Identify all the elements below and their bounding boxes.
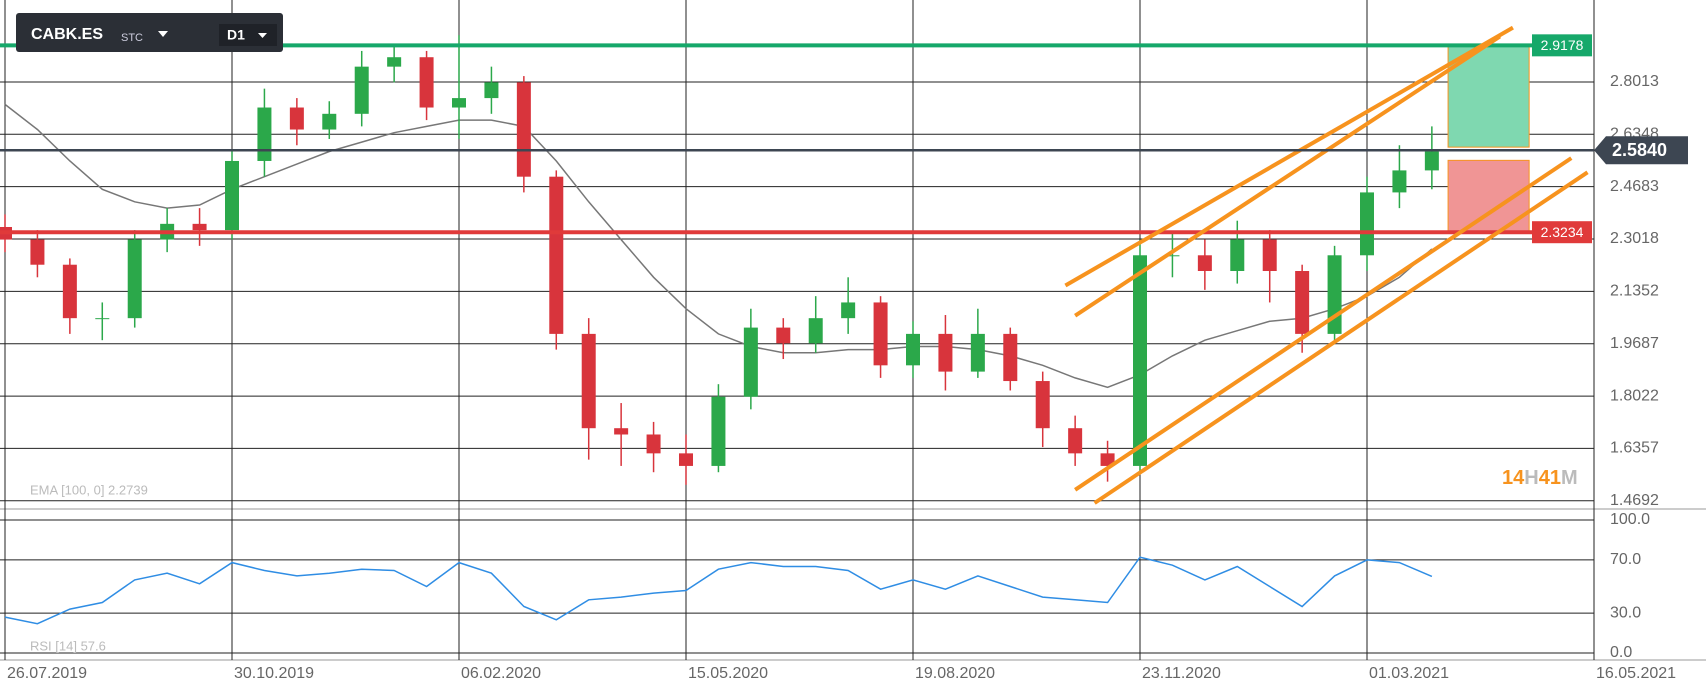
trend-line (1093, 170, 1589, 505)
trend-line (1074, 156, 1573, 492)
ema-line (4, 103, 1433, 389)
dropdown-arrow[interactable] (258, 33, 267, 38)
level-tag (1532, 221, 1592, 244)
y-tick-label: 1.9687 (1610, 335, 1659, 352)
candle-body (1295, 271, 1310, 334)
ema-label: EMA [100, 0] 2.2739 (30, 482, 148, 497)
candle-body (1262, 239, 1277, 272)
candle-body (1165, 255, 1180, 257)
y2-tick-label: 0.0 (1610, 644, 1632, 661)
candle-body (808, 318, 823, 344)
candle-body (711, 396, 726, 466)
trend-line (1074, 34, 1502, 318)
y-tick-label: 2.8013 (1610, 73, 1659, 90)
chart-layers: 1.4692 1.6357 1.8022 1.9687 2.1352 2.3018 2.46… (0, 0, 1706, 682)
x-tick-label: 26.07.2019 (7, 665, 87, 682)
y-tick-label: 2.1352 (1610, 283, 1659, 300)
timer-part: H (1524, 467, 1538, 489)
candle-body (1003, 333, 1018, 382)
timer: 14H41M (1502, 467, 1578, 489)
candle-body (1327, 255, 1342, 334)
timeframe: D1 (227, 27, 245, 43)
trend-line (1064, 25, 1514, 288)
symbol: CABK.ES (31, 26, 103, 43)
candle-body (516, 82, 531, 177)
current-price-label: 2.5840 (1612, 140, 1667, 160)
candle-body (387, 57, 402, 67)
candle-body (1360, 192, 1374, 256)
candle-body (646, 434, 661, 454)
level-label: 2.3234 (1541, 224, 1584, 240)
candle-body (1197, 255, 1212, 272)
x-tick-label: 16.05.2021 (1596, 665, 1676, 682)
market: STC (121, 32, 143, 44)
candle-body (906, 333, 920, 366)
candle-body (192, 223, 207, 231)
candle-body (679, 453, 693, 466)
y2-tick-label: 30.0 (1610, 604, 1641, 621)
y-tick-label: 1.8022 (1610, 387, 1659, 404)
candle-body (1392, 170, 1407, 193)
current-price-tag (1594, 136, 1688, 165)
candle-body (127, 239, 142, 319)
candle-body (841, 302, 856, 319)
candle-body (1133, 255, 1147, 466)
dropdown-arrow[interactable] (158, 31, 168, 37)
candle-body (743, 327, 758, 397)
x-tick-label: 06.02.2020 (461, 665, 541, 682)
candle-body (1100, 453, 1115, 466)
y2-tick-label: 70.0 (1610, 551, 1641, 568)
y-tick-label: 1.4692 (1610, 492, 1659, 509)
symbol-box (16, 13, 283, 52)
x-tick-label: 23.11.2020 (1142, 665, 1221, 682)
candle-body (257, 107, 272, 161)
y-tick-label: 2.4683 (1610, 178, 1659, 195)
candle-body (1068, 428, 1083, 454)
candle-body (419, 57, 434, 108)
y-tick-label: 1.6357 (1610, 440, 1659, 457)
candle-body (776, 327, 791, 344)
level-tag (1532, 34, 1592, 57)
candle-body (30, 239, 45, 265)
timer-part: 41 (1539, 467, 1561, 489)
candle-body (322, 113, 337, 130)
candle-body (614, 428, 629, 435)
candle-body (581, 333, 596, 429)
candle-body (354, 66, 369, 114)
candle-body (484, 82, 499, 99)
x-tick-label: 30.10.2019 (234, 665, 314, 682)
candle-body (1035, 381, 1050, 429)
candle-body (1424, 151, 1439, 171)
y2-tick-label: 100.0 (1610, 511, 1650, 528)
candle-body (452, 98, 466, 108)
rsi-label: RSI [14] 57.6 (30, 638, 106, 653)
x-tick-label: 19.08.2020 (915, 665, 995, 682)
candle-body (938, 333, 953, 372)
candle-body (289, 107, 304, 130)
x-tick-label: 01.03.2021 (1369, 665, 1449, 682)
candle-body (62, 264, 77, 319)
x-tick-label: 15.05.2020 (688, 665, 768, 682)
timeframe-box[interactable] (219, 24, 277, 46)
timer-part: M (1561, 467, 1578, 489)
candle-body (95, 318, 110, 320)
rsi-line (4, 556, 1433, 625)
candle-body (1230, 239, 1245, 272)
candle-body (549, 176, 564, 334)
candle-body (970, 333, 985, 372)
candle-body (225, 160, 239, 231)
y-tick-label: 2.3018 (1610, 230, 1659, 247)
level-label: 2.9178 (1541, 37, 1584, 53)
candle-body (873, 302, 888, 366)
timer-part: 14 (1502, 467, 1525, 489)
